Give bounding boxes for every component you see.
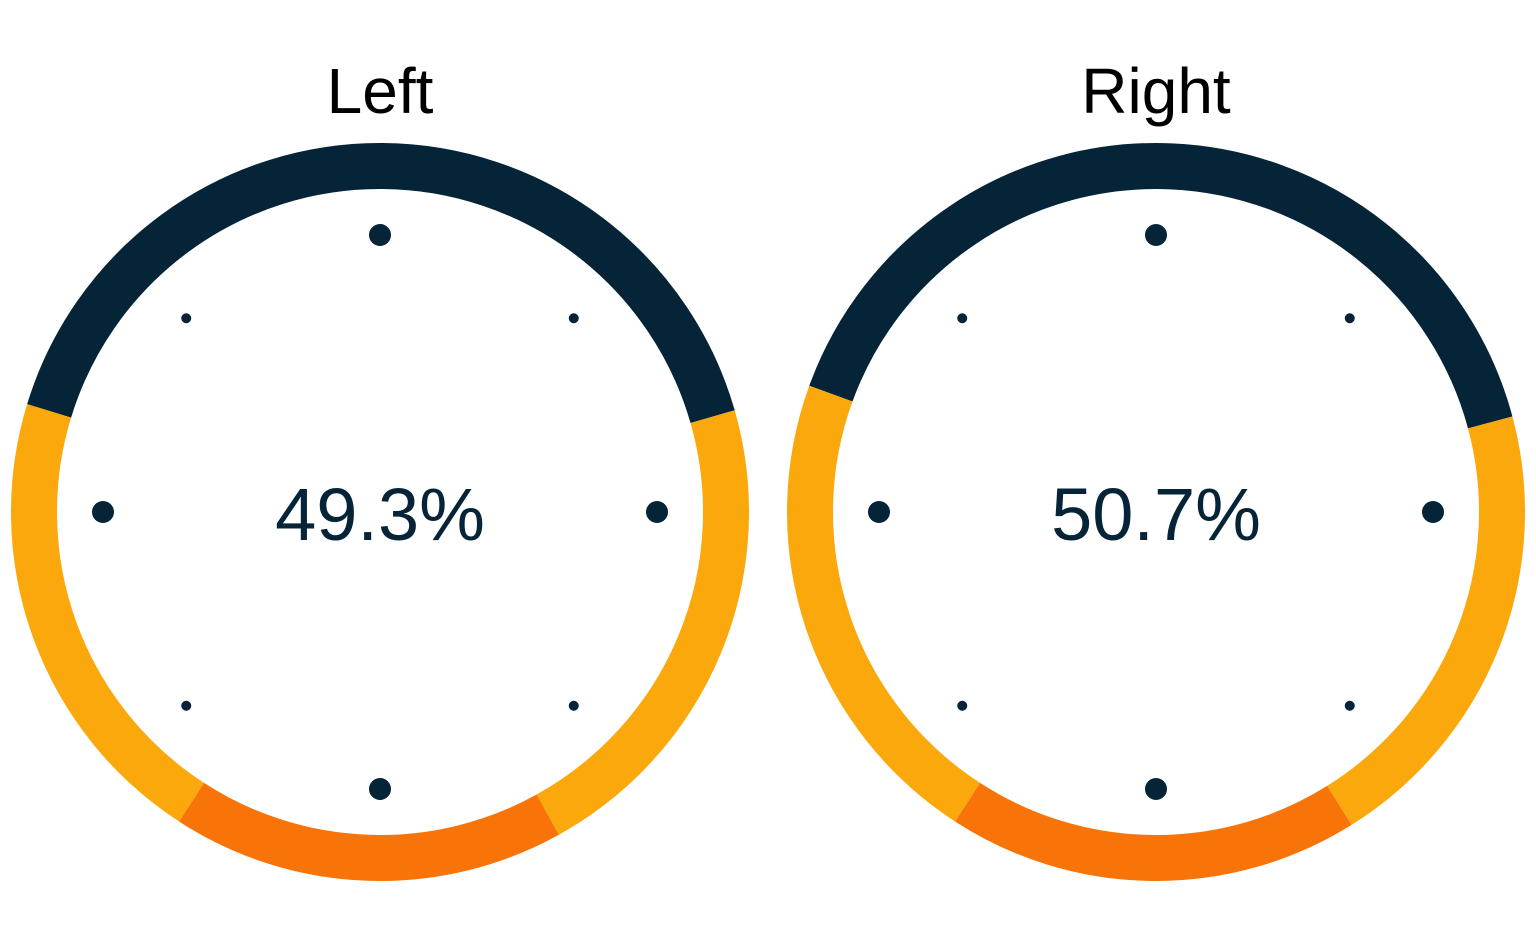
gauge-right-segment-0: [809, 143, 1513, 429]
gauge-right-title: Right: [1081, 55, 1231, 127]
gauge-left-tick-4: [92, 501, 114, 523]
gauge-left-title: Left: [327, 55, 434, 127]
gauge-left-segments: [11, 143, 749, 881]
gauge-right-tick-0: [1422, 501, 1444, 523]
gauge-left-segment-2: [179, 782, 559, 881]
gauge-left-tick-2: [369, 778, 391, 800]
gauge-left-tick-7: [568, 313, 579, 324]
gauge-right-segments: [787, 143, 1525, 881]
gauge-right-tick-4: [868, 501, 890, 523]
gauge-left-tick-1: [568, 700, 579, 711]
gauge-right-value: 50.7%: [1051, 473, 1261, 556]
gauge-left-tick-5: [181, 313, 192, 324]
gauge-left-ticks: [92, 224, 668, 800]
gauge-right: Right 50.7%: [787, 55, 1525, 881]
gauge-right-tick-1: [1344, 700, 1355, 711]
gauge-right-segment-1: [1327, 416, 1525, 825]
gauge-left-tick-3: [181, 700, 192, 711]
gauge-right-ticks: [868, 224, 1444, 800]
gauge-left-tick-6: [369, 224, 391, 246]
gauge-left-tick-0: [646, 501, 668, 523]
gauge-left-segment-0: [27, 143, 735, 423]
gauge-left-segment-3: [11, 404, 205, 822]
gauge-left-segment-1: [536, 410, 749, 835]
gauge-right-segment-2: [955, 782, 1352, 881]
gauge-left: Left 49.3%: [11, 55, 749, 881]
gauge-right-tick-2: [1145, 778, 1167, 800]
gauge-right-segment-3: [787, 385, 981, 822]
gauge-right-tick-5: [957, 313, 968, 324]
gauge-right-tick-6: [1145, 224, 1167, 246]
gauge-right-tick-7: [1344, 313, 1355, 324]
gauge-left-value: 49.3%: [275, 473, 485, 556]
gauge-right-tick-3: [957, 700, 968, 711]
